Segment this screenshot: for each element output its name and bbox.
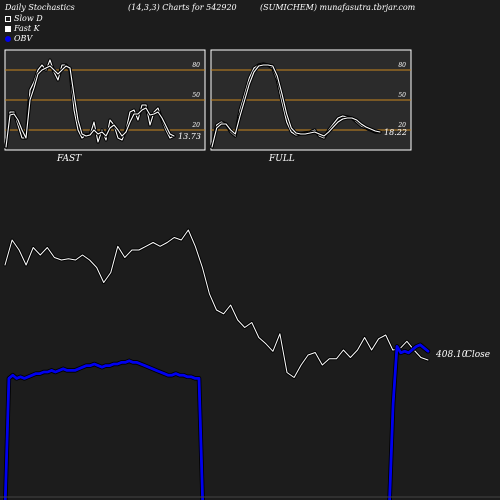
full-last-value-label: 18.22 — [384, 128, 407, 137]
price-line — [4, 229, 429, 378]
legend-slow-d: Slow D — [5, 14, 43, 23]
price-line-shadow — [3, 228, 430, 379]
obv-line-shadow — [3, 342, 431, 500]
price-last-value-label: 408.10 — [435, 350, 468, 360]
legend-obv: OBV — [5, 34, 32, 43]
full-axis-label: FULL — [268, 154, 295, 164]
legend-swatch-slow-d — [5, 15, 11, 22]
legend-label-slow-d: Slow D — [14, 14, 43, 23]
fast-level-label-80: 80 — [192, 62, 200, 69]
legend-swatch-obv — [5, 35, 11, 42]
price-last-value-suffix: Close — [465, 350, 490, 360]
full-level-label-20: 20 — [397, 122, 406, 129]
fast-level-label-50: 50 — [192, 92, 200, 99]
fast-last-value-label: 13.73 — [178, 132, 201, 141]
legend-label-fast-k: Fast K — [14, 24, 40, 33]
legend-label-obv: OBV — [14, 34, 33, 43]
obv-line — [3, 343, 430, 500]
legend-fast-k: Fast K — [5, 24, 40, 33]
fast-slow_d-line — [5, 65, 175, 148]
full-level-label-50: 50 — [398, 92, 406, 99]
fast-axis-label: FAST — [56, 154, 82, 164]
legend-swatch-fast-k — [5, 25, 11, 32]
chart-params: (14,3,3) Charts for 542920 — [128, 3, 237, 12]
chart-title: Daily Stochastics — [5, 3, 75, 12]
full-level-label-80: 80 — [398, 62, 406, 69]
fast-level-label-20: 20 — [191, 122, 200, 129]
full-full_d-line — [211, 64, 381, 148]
chart-source: (SUMICHEM) munafasutra.tbrjar.com — [260, 3, 416, 12]
